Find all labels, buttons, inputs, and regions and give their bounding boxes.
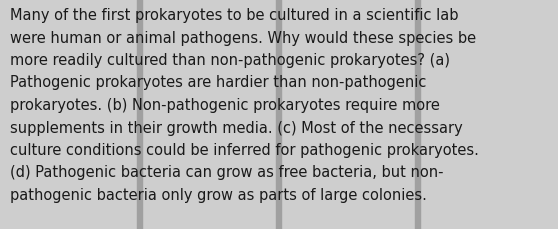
Text: culture conditions could be inferred for pathogenic prokaryotes.: culture conditions could be inferred for… bbox=[10, 142, 479, 157]
Text: Many of the first prokaryotes to be cultured in a scientific lab: Many of the first prokaryotes to be cult… bbox=[10, 8, 459, 23]
Text: prokaryotes. (b) Non-pathogenic prokaryotes require more: prokaryotes. (b) Non-pathogenic prokaryo… bbox=[10, 98, 440, 112]
Text: were human or animal pathogens. Why would these species be: were human or animal pathogens. Why woul… bbox=[10, 30, 476, 45]
Bar bbox=[415, 0, 420, 229]
Text: pathogenic bacteria only grow as parts of large colonies.: pathogenic bacteria only grow as parts o… bbox=[10, 187, 427, 202]
Bar bbox=[137, 0, 142, 229]
Text: supplements in their growth media. (c) Most of the necessary: supplements in their growth media. (c) M… bbox=[10, 120, 463, 135]
Text: (d) Pathogenic bacteria can grow as free bacteria, but non-: (d) Pathogenic bacteria can grow as free… bbox=[10, 165, 444, 180]
Bar bbox=[276, 0, 281, 229]
Text: Pathogenic prokaryotes are hardier than non-pathogenic: Pathogenic prokaryotes are hardier than … bbox=[10, 75, 426, 90]
Text: more readily cultured than non-pathogenic prokaryotes? (a): more readily cultured than non-pathogeni… bbox=[10, 53, 450, 68]
